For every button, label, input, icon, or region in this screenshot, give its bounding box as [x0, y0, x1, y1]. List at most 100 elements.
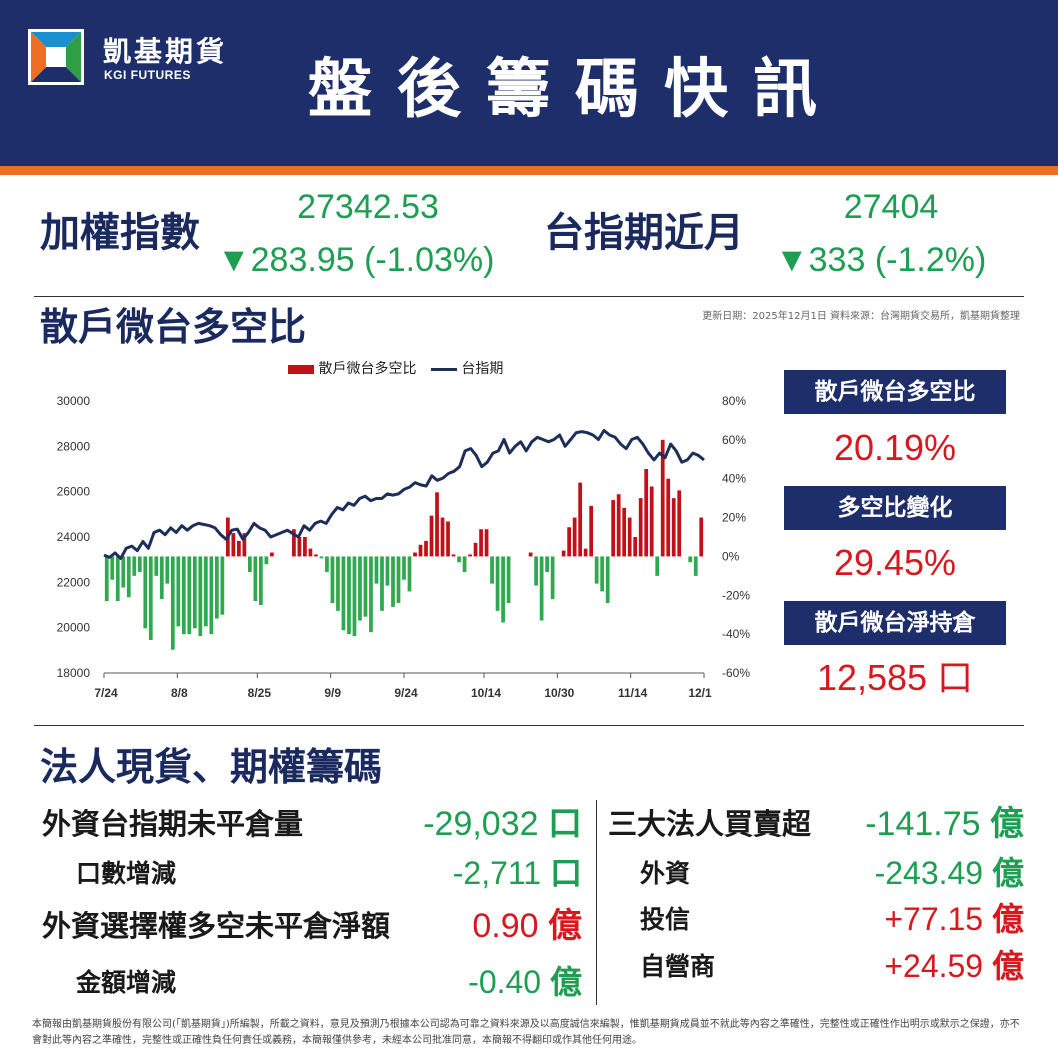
ratio-bar [330, 556, 335, 604]
ratio-bar [578, 482, 583, 557]
legend-line-label: 台指期 [461, 361, 504, 377]
ratio-bar [446, 521, 450, 557]
disclaimer: 本簡報由凱基期貨股份有限公司(「凱基期貨」)所編製，所載之資料，意見及預測乃根據… [32, 1019, 1020, 1046]
taiex-label: 加權指數 [40, 210, 200, 256]
left-tick-label: 30000 [57, 394, 91, 408]
legend-line-swatch [430, 367, 457, 371]
ratio-bar [363, 556, 368, 617]
ratio-bar [159, 556, 164, 600]
ratio-bar [231, 533, 236, 557]
stat-change-value: 29.45% [833, 542, 957, 583]
oi-change-number: -2,711 [452, 855, 542, 891]
taiex-value: 27342.53 [297, 188, 439, 226]
retail-section-title: 散戶微台多空比 [40, 305, 307, 349]
ratio-bar [440, 517, 445, 557]
ratio-bar [567, 527, 572, 557]
page-title: 盤後籌碼快訊 [308, 53, 842, 127]
ratio-bar [203, 556, 208, 627]
ratio-bar [137, 556, 142, 572]
ratio-bar [671, 498, 676, 557]
ratio-bar [589, 505, 594, 557]
ratio-bar [605, 556, 610, 604]
x-tick-label: 7/24 [94, 686, 118, 700]
ratio-bar [165, 556, 170, 584]
ratio-bar [545, 556, 549, 572]
ratio-bar [424, 540, 428, 557]
oi-change-value: -2,711 口 [380, 857, 582, 889]
ratio-bar [143, 556, 148, 629]
left-tick-label: 22000 [57, 575, 91, 589]
amount-change-number: -0.40 [468, 964, 542, 1000]
ratio-bar [385, 556, 390, 586]
ratio-bar [699, 517, 704, 557]
ratio-bar [236, 540, 241, 557]
unit: 億 [548, 906, 582, 946]
ratio-bar [347, 556, 351, 635]
right-tick-label: -40% [722, 627, 750, 641]
right-tick-label: 80% [722, 394, 746, 408]
ratio-bar [176, 556, 181, 627]
ratio-bar [534, 556, 538, 586]
ratio-bar [561, 550, 566, 557]
ratio-bar [649, 486, 654, 557]
ratio-bar [369, 556, 373, 633]
x-tick-label: 10/14 [471, 686, 501, 700]
ratio-bar [115, 556, 120, 602]
ratio-bar [104, 556, 109, 602]
ratio-bar [583, 548, 588, 557]
futures-change: ▼333 (-1.2%) [775, 241, 987, 279]
ratio-bar [528, 552, 533, 557]
unit: 口 [549, 854, 582, 892]
ratio-bar [666, 478, 671, 557]
brand-name: 凱基期貨 [103, 35, 228, 68]
ratio-bar [693, 556, 698, 576]
trust-number: +77.15 [884, 901, 984, 937]
x-tick-label: 8/25 [248, 686, 272, 700]
ratio-bar [451, 554, 456, 557]
right-tick-label: 40% [722, 472, 746, 486]
ratio-bar [110, 556, 115, 580]
unit: 億 [991, 854, 1024, 892]
ratio-bar [341, 556, 346, 631]
ratio-bar [644, 469, 649, 557]
ratio-bar [457, 556, 461, 563]
stat-change-label: 多空比變化 [784, 486, 1006, 530]
ratio-bar [380, 556, 384, 611]
trust-label: 投信 [640, 905, 691, 934]
left-tick-label: 20000 [57, 621, 91, 635]
ratio-bar [594, 556, 599, 584]
column-divider [596, 800, 597, 1005]
ratio-bar [264, 556, 269, 565]
oi-change-label: 口數增減 [76, 859, 177, 888]
ratio-bar [501, 556, 505, 623]
foreign-options-net-label: 外資選擇權多空未平倉淨額 [42, 909, 391, 943]
x-tick-label: 10/30 [544, 686, 574, 700]
futures-label: 台指期近月 [544, 210, 744, 256]
unit: 億 [991, 947, 1024, 985]
kgi-logo-icon [28, 29, 84, 85]
ratio-bar [572, 517, 577, 557]
unit: 億 [991, 900, 1024, 938]
dealer-label: 自營商 [640, 952, 716, 981]
ratio-bar [148, 556, 153, 640]
amount-change-value: -0.40 億 [400, 966, 582, 998]
left-tick-label: 18000 [57, 666, 91, 680]
ratio-bar [677, 490, 682, 557]
stat-ratio-value: 20.19% [833, 427, 957, 468]
ratio-bar [429, 515, 434, 557]
ratio-bar [391, 556, 395, 607]
brand-name-en: KGI FUTURES [104, 68, 191, 82]
ratio-bar [303, 537, 307, 557]
ratio-bar [655, 556, 660, 576]
ratio-bar [126, 556, 131, 598]
ratio-bar [473, 542, 478, 557]
big3-net-number: -141.75 [865, 805, 981, 843]
ratio-bar [352, 556, 357, 637]
ratio-bar [622, 507, 627, 557]
retail-ratio-chart: 30000 28000 26000 24000 22000 20000 18000 80% 60… [57, 394, 751, 700]
foreign-options-net-value: 0.90 億 [430, 909, 582, 943]
left-tick-label: 28000 [57, 439, 91, 453]
x-tick-label: 11/14 [618, 686, 648, 700]
institutional-section-title: 法人現貨、期權籌碼 [40, 745, 383, 789]
stat-ratio-label: 散戶微台多空比 [784, 370, 1006, 414]
